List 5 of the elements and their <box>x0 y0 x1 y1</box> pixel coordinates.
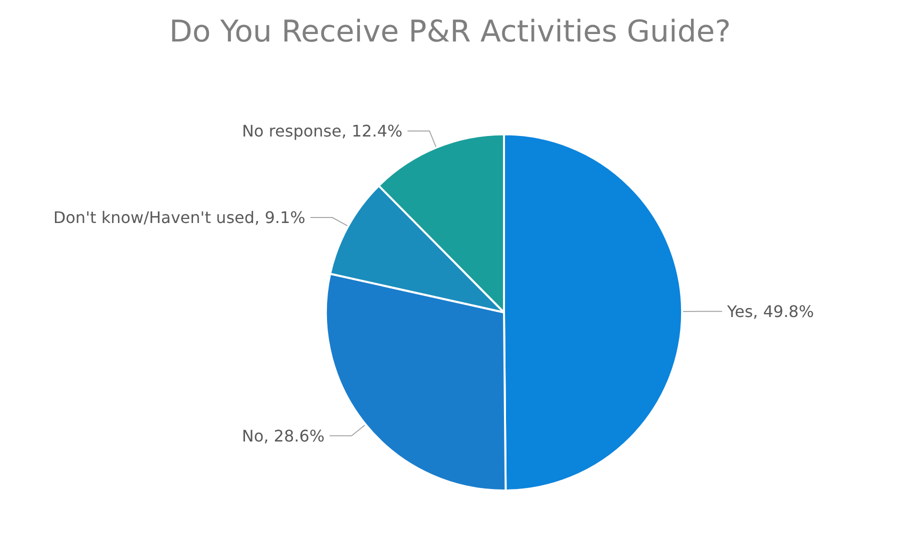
slice-label: Don't know/Haven't used, 9.1% <box>53 208 306 228</box>
slice-label: No response, 12.4% <box>242 121 402 140</box>
chart-title: Do You Receive P&R Activities Guide? <box>169 14 731 50</box>
slice-label: No, 28.6% <box>242 426 325 446</box>
slice-label: Yes, 49.8% <box>726 302 814 321</box>
